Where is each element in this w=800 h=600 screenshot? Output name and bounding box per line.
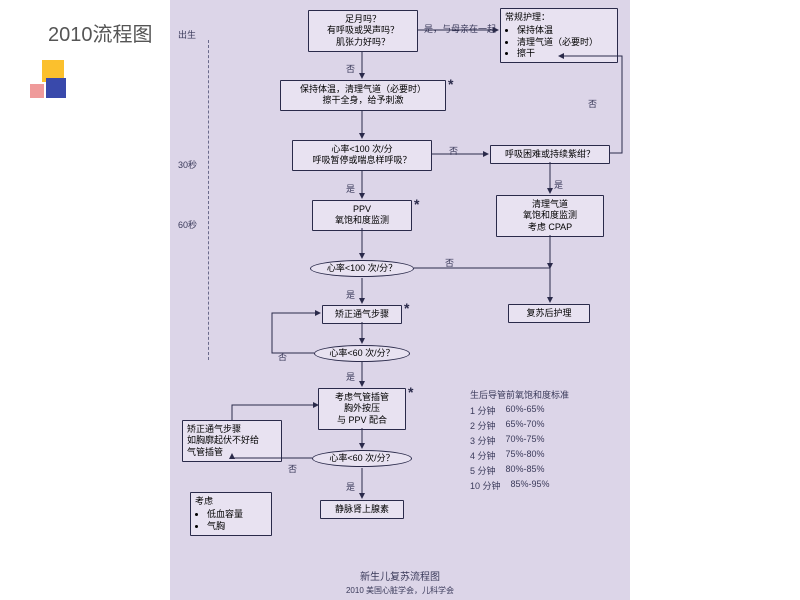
star-icon: * [408, 384, 413, 400]
flowchart-footer: 新生儿复苏流程图 2010 美国心脏学会，儿科学会 [170, 568, 630, 596]
n6: 矫正通气步骤 [335, 309, 389, 319]
n1-l2: 有呼吸或哭声吗？ [313, 25, 413, 36]
n10s-t: 考虑 [195, 496, 267, 507]
node-hr60b: 心率<60 次/分？ [312, 450, 412, 467]
std-r4-min: 5 分钟 [470, 464, 496, 477]
std-r3-min: 4 分钟 [470, 449, 496, 462]
n9: 心率<60 次/分？ [329, 453, 394, 463]
node-intubate-compress: 考虑气管插管 胸外按压 与 PPV 配合 [318, 388, 406, 430]
n10: 静脉肾上腺素 [335, 504, 389, 514]
n4b-l3: 考虑 CPAP [501, 222, 599, 233]
n5: 心率<100 次/分？ [327, 263, 397, 273]
n1-l1: 足月吗？ [313, 14, 413, 25]
node-initial-assessment: 足月吗？ 有呼吸或哭声吗？ 肌张力好吗？ [308, 10, 418, 52]
lbl-yes: 是 [346, 370, 355, 383]
std-r4-val: 80%-85% [506, 464, 545, 477]
n4-l1: PPV [317, 204, 407, 215]
n4b-l2: 氧饱和度监测 [501, 210, 599, 221]
n10s-b1: 低血容量 [207, 509, 267, 520]
std-r3-val: 75%-80% [506, 449, 545, 462]
n8s-l1: 矫正通气步骤 [187, 424, 277, 435]
footer-title: 新生儿复苏流程图 [170, 568, 630, 583]
std-r5-min: 10 分钟 [470, 479, 501, 492]
lbl-no: 否 [288, 462, 297, 475]
deco-square-3 [46, 78, 66, 98]
lbl-yes: 是 [346, 288, 355, 301]
lbl-yes: 是 [346, 182, 355, 195]
timeline-60s: 60秒 [178, 218, 197, 231]
node-epinephrine: 静脉肾上腺素 [320, 500, 404, 519]
std-r1-min: 2 分钟 [470, 419, 496, 432]
node-ppv: PPV 氧饱和度监测 [312, 200, 412, 231]
spo2-standards: 生后导管前氧饱和度标准 1 分钟 60%-65% 2 分钟 65%-70% 3 分钟… [470, 388, 569, 494]
node-warm-clear: 保持体温，清理气道（必要时） 擦干全身，给予刺激 [280, 80, 446, 111]
std-r0-val: 60%-65% [506, 404, 545, 417]
lbl-no: 否 [346, 62, 355, 75]
lbl-yes: 是 [554, 178, 563, 191]
n2-l1: 保持体温，清理气道（必要时） [285, 84, 441, 95]
n8-l2: 胸外按压 [323, 403, 401, 414]
node-clear-cpap: 清理气道 氧饱和度监测 考虑 CPAP [496, 195, 604, 237]
n8s-l2: 如胸廓起伏不好给 [187, 435, 277, 446]
flowchart-canvas: 出生 30秒 60秒 足月吗？ 有呼吸或哭声吗？ 肌张力好吗？ 常规护理： 保持… [170, 0, 630, 600]
node-consider: 考虑 低血容量 气胸 [190, 492, 272, 536]
timeline-30s: 30秒 [178, 158, 197, 171]
slide-title: 2010流程图 [48, 18, 153, 47]
n3-l1: 心率<100 次/分 [297, 144, 427, 155]
node-hr100-apnea: 心率<100 次/分 呼吸暂停或喘息样呼吸？ [292, 140, 432, 171]
timeline-axis [208, 40, 209, 360]
n8-l1: 考虑气管插管 [323, 392, 401, 403]
routine-b3: 擦干 [517, 48, 613, 59]
n3-l2: 呼吸暂停或喘息样呼吸？ [297, 155, 427, 166]
node-labored-breathing: 呼吸困难或持续紫绀？ [490, 145, 610, 164]
std-header: 生后导管前氧饱和度标准 [470, 388, 569, 401]
node-correct-side: 矫正通气步骤 如胸廓起伏不好给 气管插管 [182, 420, 282, 462]
deco-square-2 [30, 84, 44, 98]
n10s-b2: 气胸 [207, 521, 267, 532]
star-icon: * [448, 76, 453, 92]
node-routine-care: 常规护理： 保持体温 清理气道（必要时） 擦干 [500, 8, 618, 63]
lbl-no: 否 [278, 350, 287, 363]
routine-title: 常规护理： [505, 12, 613, 23]
n2-l2: 擦干全身，给予刺激 [285, 95, 441, 106]
std-r5-val: 85%-95% [511, 479, 550, 492]
lbl-yes-mother: 是，与母亲在一起 [424, 22, 496, 35]
lbl-no: 否 [445, 256, 454, 269]
std-r1-val: 65%-70% [506, 419, 545, 432]
std-r0-min: 1 分钟 [470, 404, 496, 417]
n4-l2: 氧饱和度监测 [317, 215, 407, 226]
n1-l3: 肌张力好吗？ [313, 37, 413, 48]
lbl-no: 否 [588, 97, 597, 110]
std-r2-val: 70%-75% [506, 434, 545, 447]
n3b: 呼吸困难或持续紫绀？ [505, 149, 595, 159]
star-icon: * [404, 300, 409, 316]
node-hr100: 心率<100 次/分？ [310, 260, 414, 277]
lbl-yes: 是 [346, 480, 355, 493]
routine-b2: 清理气道（必要时） [517, 37, 613, 48]
n8s-l3: 气管插管 [187, 447, 277, 458]
n7: 心率<60 次/分？ [329, 348, 394, 358]
footer-sub: 2010 美国心脏学会，儿科学会 [170, 585, 630, 596]
node-hr60: 心率<60 次/分？ [314, 345, 410, 362]
node-post-resus: 复苏后护理 [508, 304, 590, 323]
lbl-no: 否 [449, 144, 458, 157]
routine-b1: 保持体温 [517, 25, 613, 36]
n4b-l1: 清理气道 [501, 199, 599, 210]
node-correct-vent: 矫正通气步骤 [322, 305, 402, 324]
n6b: 复苏后护理 [526, 308, 571, 318]
n8-l3: 与 PPV 配合 [323, 415, 401, 426]
std-r2-min: 3 分钟 [470, 434, 496, 447]
star-icon: * [414, 196, 419, 212]
timeline-birth: 出生 [178, 28, 196, 41]
